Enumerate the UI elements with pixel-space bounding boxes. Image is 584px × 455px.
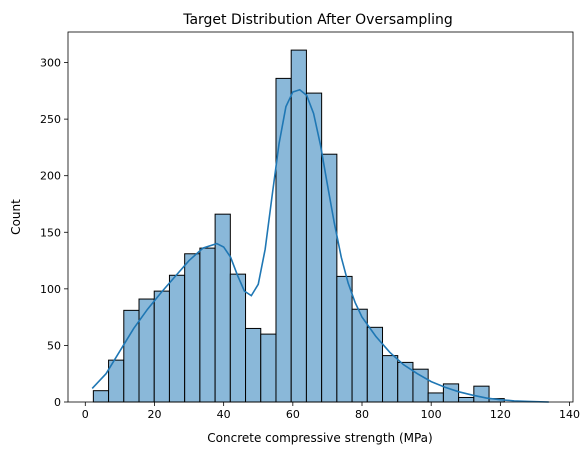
y-tick-label: 250 [40,113,61,126]
y-tick-label: 100 [40,283,61,296]
histogram-bar [184,253,201,403]
histogram-bar [214,213,231,403]
x-axis-ticks: 0 20 40 60 80 100 120 140 [82,402,580,421]
x-tick-label: 40 [217,408,231,421]
histogram-bar [168,274,186,403]
histogram-bar [412,368,429,403]
y-tick-label: 0 [54,396,61,409]
x-tick-label: 120 [490,408,511,421]
histogram-bar [351,308,368,403]
y-tick-label: 300 [40,57,61,70]
histogram-bar [382,355,399,403]
histogram-bar [92,390,110,403]
y-axis-ticks: 0 50 100 150 200 250 300 [40,57,68,409]
histogram-bar [260,333,277,403]
y-tick-label: 150 [40,226,61,239]
y-tick-label: 50 [47,339,61,352]
histogram-bar [366,326,384,403]
histogram-bar [427,392,444,403]
histogram-bar [290,49,307,403]
histogram-bar [199,247,216,403]
x-tick-label: 80 [355,408,369,421]
y-axis-label: Count [9,199,23,235]
histogram-bar [336,275,353,403]
x-tick-label: 0 [82,408,89,421]
histogram-bar [245,327,262,403]
x-tick-label: 140 [559,408,580,421]
histogram-bar [153,290,170,403]
histogram-bar [397,361,414,403]
histogram-bar [442,383,460,403]
x-tick-label: 100 [421,408,442,421]
x-tick-label: 20 [147,408,161,421]
plot-frame [67,31,574,403]
x-axis-label: Concrete compressive strength (MPa) [207,431,432,445]
y-tick-label: 200 [40,170,61,183]
histogram-bar [138,298,155,403]
histogram-bar [458,396,475,403]
histogram-bar [473,385,490,403]
chart-title: Target Distribution After Oversampling [182,12,453,28]
histogram-bars [92,49,505,403]
x-tick-label: 60 [286,408,300,421]
histogram-bar [275,77,292,403]
kde-curve [91,88,549,403]
histogram-bar [229,273,247,403]
